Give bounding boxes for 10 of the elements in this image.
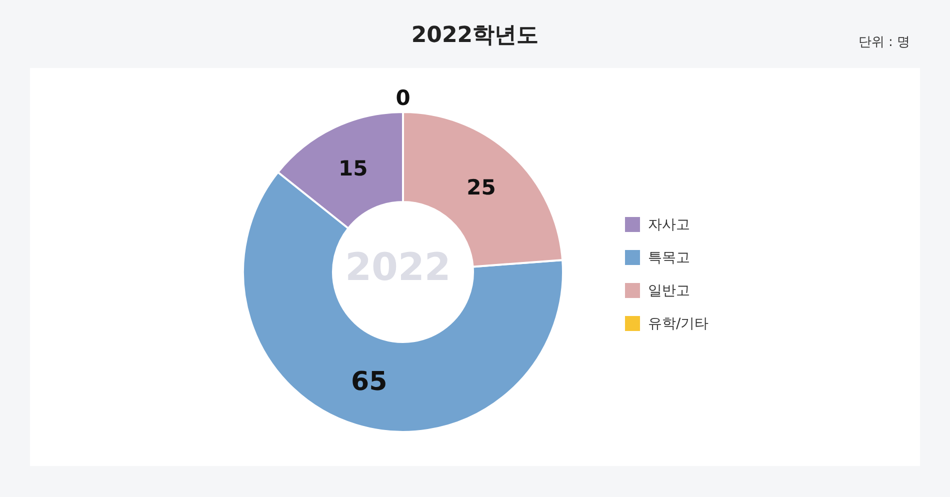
data-label: 65 [351,366,388,397]
data-label: 15 [338,156,368,180]
legend-label: 일반고 [648,282,690,300]
text: 0 [396,86,410,110]
text: 단위 : 명 [858,34,910,51]
legend-label: 자사고 [648,216,690,234]
chart-title: 2022학년도 [411,23,539,48]
legend-label: 특목고 [648,248,690,266]
legend-label: 유학/기타 [648,314,709,332]
data-label: 25 [466,176,496,200]
